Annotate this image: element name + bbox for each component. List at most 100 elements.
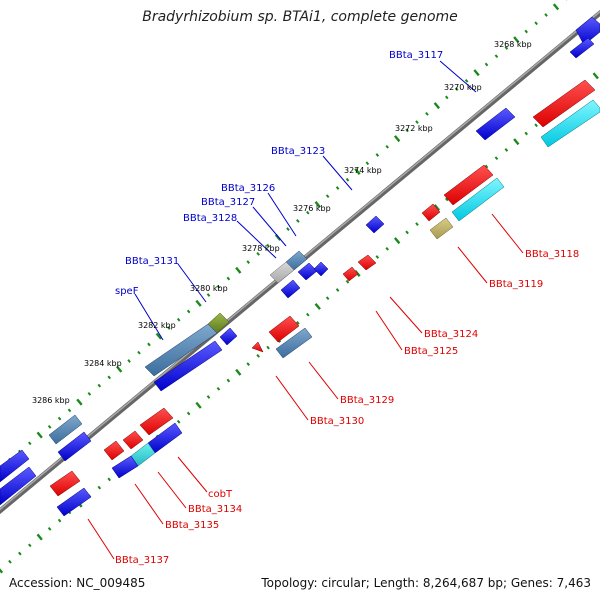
scale-label: 3270 kbp [444,83,482,92]
gene-feature[interactable] [0,449,30,483]
gene-feature[interactable] [313,261,329,277]
gene-label[interactable]: BBta_3123 [271,146,325,157]
gene-label[interactable]: BBta_3127 [201,197,255,208]
leader-line [275,375,309,421]
major-tick [314,303,321,310]
leader-line [87,518,115,560]
scale-label: 3278 kbp [242,244,280,253]
forward-gene-labels: BBta_3117 BBta_3123 BBta_3126 BBta_3127 … [115,50,443,297]
gene-label[interactable]: BBta_3135 [165,520,219,531]
major-tick [235,368,242,376]
minor-tick [286,227,290,232]
gene-label[interactable]: BBta_3128 [183,213,237,224]
gene-feature[interactable] [49,470,81,497]
major-tick [473,69,480,77]
minor-tick [415,222,419,226]
gene-feature[interactable] [443,164,494,206]
minor-tick [296,219,300,223]
minor-tick [484,62,489,67]
gene-label[interactable]: BBta_3125 [404,346,458,357]
leader-line [322,155,353,191]
gene-feature[interactable] [144,323,218,377]
gene-label[interactable]: BBta_3129 [340,395,394,406]
minor-tick [47,424,52,429]
minor-tick [8,559,12,564]
minor-tick [345,177,350,182]
minor-tick [206,395,211,399]
gene-feature[interactable] [357,254,377,271]
gene-feature[interactable] [475,107,516,141]
gene-feature[interactable] [57,431,92,462]
leader-line [457,246,488,284]
scale-label: 3276 kbp [293,204,331,213]
gene-feature[interactable] [219,327,238,346]
genome-summary-text: Topology: circular; Length: 8,264,687 bp… [261,576,591,590]
minor-tick [28,441,32,446]
gene-feature[interactable] [56,487,92,517]
minor-tick [246,362,250,366]
gene-feature[interactable] [532,79,596,128]
gene-label[interactable]: BBta_3130 [310,416,364,427]
gene-feature[interactable] [280,279,301,299]
gene-feature[interactable] [540,99,600,148]
gene-label[interactable]: BBta_3131 [125,256,179,267]
reverse-gene-labels: BBta_3118 BBta_3119 BBta_3124 BBta_3125 … [115,249,579,566]
minor-tick [335,186,340,190]
minor-tick [504,148,509,152]
minor-tick [405,230,409,235]
gene-label[interactable]: BBta_3119 [489,279,543,290]
major-tick [195,299,202,307]
gene-label[interactable]: BBta_3126 [221,183,275,194]
gene-feature[interactable] [139,407,174,436]
leader-line [252,206,287,247]
minor-tick [28,543,32,548]
minor-tick [454,87,459,92]
leader-line [157,471,187,509]
major-tick [314,201,321,208]
leader-line [439,60,477,93]
major-tick [235,266,242,274]
leader-line [177,456,208,493]
scale-labels: 3268 kbp 3270 kbp 3272 kbp 3274 kbp 3276… [32,40,532,405]
gene-label[interactable]: BBta_3134 [188,504,242,515]
scale-label: 3280 kbp [190,284,228,293]
gene-feature[interactable] [421,203,441,222]
gene-feature[interactable] [269,261,295,284]
gene-feature[interactable] [451,177,505,222]
major-tick [76,398,83,406]
gene-feature[interactable] [103,440,125,461]
gene-feature[interactable] [251,341,264,353]
major-tick [36,533,43,541]
minor-tick [147,342,151,347]
gene-feature[interactable] [48,414,83,445]
gene-feature[interactable] [297,262,318,281]
gene-feature[interactable] [122,430,144,450]
gene-feature[interactable] [365,215,385,234]
gene-feature[interactable] [275,327,313,359]
gene-feature[interactable] [153,340,223,392]
gene-feature[interactable] [0,466,37,506]
gene-feature[interactable] [268,315,300,343]
gene-label[interactable]: BBta_3117 [389,50,443,61]
scale-label: 3284 kbp [84,359,122,368]
gene-label[interactable]: BBta_3118 [525,249,579,260]
minor-tick [97,383,102,388]
gene-label[interactable]: BBta_3124 [424,329,478,340]
gene-label[interactable]: speF [115,286,139,297]
minor-tick [176,317,181,322]
scale-label: 3272 kbp [395,124,433,133]
leader-line [389,296,423,334]
gene-feature[interactable] [569,37,595,59]
gene-feature[interactable] [111,455,139,479]
minor-tick [216,386,221,391]
gene-feature[interactable] [342,266,359,282]
gene-feature[interactable] [429,217,454,240]
minor-tick [494,54,499,59]
minor-tick [375,153,380,157]
major-tick [195,401,202,409]
minor-tick [325,296,330,301]
minor-tick [484,164,489,169]
gene-label[interactable]: cobT [208,489,233,500]
gene-label[interactable]: BBta_3137 [115,555,169,566]
